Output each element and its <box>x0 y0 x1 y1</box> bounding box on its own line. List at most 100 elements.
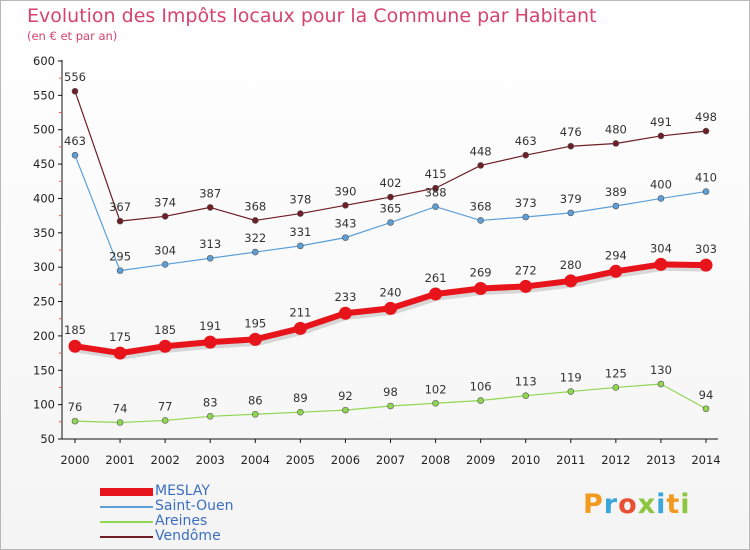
data-label-vendome: 448 <box>470 144 492 158</box>
data-label-vendome: 463 <box>515 134 537 148</box>
logo-letter: o <box>618 489 638 520</box>
y-tick-label: 400 <box>33 191 55 205</box>
data-point-areines <box>161 417 169 424</box>
data-point-saint-ouen <box>206 254 214 262</box>
data-label-areines: 98 <box>383 385 398 399</box>
y-tick-label: 150 <box>33 363 55 377</box>
data-point-areines <box>251 410 259 418</box>
x-tick-label: 2005 <box>286 453 315 467</box>
x-tick-label: 2008 <box>421 453 450 467</box>
data-label-saint-ouen: 400 <box>650 177 672 191</box>
legend-label-vendome: Vendôme <box>155 528 221 544</box>
data-point-vendome <box>477 162 484 169</box>
data-point-meslay <box>384 301 397 315</box>
legend-label-meslay: MESLAY <box>155 483 210 499</box>
data-label-vendome: 480 <box>605 122 627 136</box>
data-point-saint-ouen <box>342 234 349 241</box>
data-point-vendome <box>432 184 439 192</box>
legend-swatch-areines <box>100 521 153 523</box>
x-tick-label: 2013 <box>646 453 675 467</box>
data-point-vendome <box>342 202 349 209</box>
x-tick-label: 2009 <box>466 453 495 467</box>
data-label-areines: 89 <box>293 391 308 405</box>
data-label-vendome: 402 <box>380 176 402 190</box>
x-tick-label: 2007 <box>376 453 405 467</box>
y-tick-label: 350 <box>33 226 55 240</box>
data-label-areines: 86 <box>248 393 263 407</box>
data-label-vendome: 476 <box>560 125 582 139</box>
data-label-vendome: 374 <box>154 195 176 209</box>
x-tick-label: 2006 <box>331 453 360 467</box>
data-point-saint-ouen <box>567 209 575 217</box>
data-point-areines <box>387 402 394 410</box>
data-label-areines: 130 <box>650 363 672 377</box>
chart-subtitle: (en € et par an) <box>27 29 118 43</box>
x-tick-label: 2003 <box>196 453 225 467</box>
data-point-vendome <box>612 140 620 147</box>
data-label-areines: 125 <box>605 366 627 380</box>
data-label-saint-ouen: 343 <box>334 217 356 231</box>
x-tick-label: 2014 <box>691 453 720 467</box>
data-label-vendome: 367 <box>109 200 131 214</box>
data-label-saint-ouen: 388 <box>425 186 447 200</box>
data-label-vendome: 390 <box>334 184 356 198</box>
data-point-saint-ouen <box>297 242 304 250</box>
logo-letter: t <box>666 489 681 520</box>
data-point-meslay <box>203 335 217 349</box>
legend-swatch-vendome <box>100 536 153 538</box>
data-point-vendome <box>297 210 304 217</box>
data-label-saint-ouen: 368 <box>470 199 492 213</box>
data-label-areines: 119 <box>560 371 582 385</box>
logo-letter: r <box>603 489 619 520</box>
data-point-areines <box>522 392 530 400</box>
x-tick-label: 2000 <box>60 453 89 467</box>
data-label-areines: 76 <box>68 400 83 414</box>
data-point-meslay <box>474 281 488 295</box>
data-point-areines <box>432 399 439 407</box>
data-label-saint-ouen: 463 <box>64 134 86 148</box>
y-tick-label: 450 <box>33 157 55 171</box>
data-point-saint-ouen <box>161 261 169 268</box>
chart-title: Evolution des Impôts locaux pour la Comm… <box>27 5 597 27</box>
y-tick-label: 250 <box>33 295 55 309</box>
legend-item-areines: Areines <box>100 513 300 531</box>
data-label-meslay: 233 <box>334 290 356 304</box>
data-label-vendome: 498 <box>695 110 717 124</box>
data-point-vendome <box>657 132 665 140</box>
x-tick-label: 2010 <box>511 453 540 467</box>
data-point-vendome <box>387 193 394 201</box>
legend-item-saint-ouen: Saint-Ouen <box>100 498 300 516</box>
data-point-areines <box>116 419 124 426</box>
logo-letter: i <box>656 489 667 520</box>
data-label-meslay: 211 <box>289 305 311 319</box>
data-label-areines: 102 <box>425 382 447 396</box>
y-tick-label: 550 <box>33 88 55 102</box>
data-point-areines <box>657 380 665 388</box>
data-point-meslay <box>519 279 533 293</box>
legend-swatch-saint-ouen <box>100 506 153 508</box>
y-tick-label: 50 <box>40 432 55 446</box>
data-label-meslay: 175 <box>109 330 131 344</box>
data-point-saint-ouen <box>251 248 259 256</box>
data-label-meslay: 185 <box>64 323 86 337</box>
data-point-meslay <box>248 332 262 346</box>
data-point-saint-ouen <box>702 188 710 195</box>
data-point-meslay <box>609 264 623 278</box>
data-label-meslay: 191 <box>199 319 221 333</box>
data-label-areines: 106 <box>470 380 492 394</box>
data-label-meslay: 185 <box>154 323 176 337</box>
data-point-areines <box>297 408 304 416</box>
data-point-meslay <box>158 339 172 353</box>
data-label-areines: 74 <box>113 402 128 416</box>
legend-item-vendome: Vendôme <box>100 528 300 546</box>
data-label-areines: 77 <box>158 399 173 413</box>
data-point-meslay <box>699 258 713 272</box>
data-label-meslay: 272 <box>515 263 537 277</box>
data-point-saint-ouen <box>477 217 484 224</box>
legend-label-areines: Areines <box>155 513 208 529</box>
y-tick-label: 200 <box>33 329 55 343</box>
data-point-meslay <box>113 346 127 360</box>
y-tick-label: 500 <box>33 123 55 137</box>
data-point-areines <box>71 417 79 425</box>
